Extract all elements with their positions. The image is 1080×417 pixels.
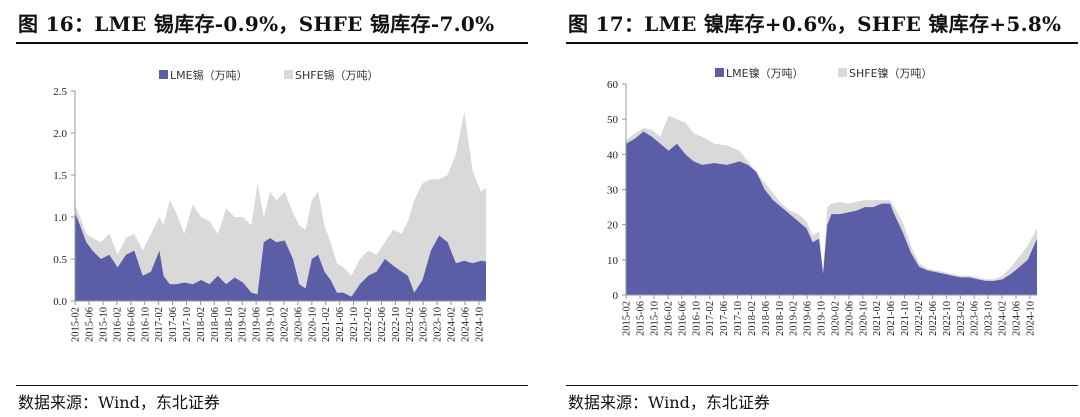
x-tick-label: 2015-06 [85, 307, 96, 342]
x-tick-label: 2022-10 [942, 301, 953, 336]
x-tick-label: 2019-10 [266, 307, 277, 342]
x-tick-label: 2022-06 [377, 307, 388, 342]
x-tick-label: 2020-06 [293, 307, 304, 342]
x-tick-label: 2020-10 [858, 301, 869, 336]
legend-swatch [284, 70, 293, 79]
x-tick-label: 2024-02 [447, 307, 458, 342]
x-tick-label: 2020-02 [830, 301, 841, 336]
x-tick-label: 2019-06 [803, 301, 814, 336]
source-note: 数据来源：Wind，东北证券 [18, 393, 220, 412]
x-tick-label: 2021-02 [321, 307, 332, 342]
chart-panel-tin: 图 16：LME 锡库存-0.9%，SHFE 锡库存-7.0% 0.0 0.5 1.… [0, 0, 530, 417]
x-tick-label: 2021-06 [886, 301, 897, 336]
x-tick-label: 2024-06 [1011, 301, 1022, 336]
legend-label: LME锡（万吨） [170, 68, 248, 82]
x-tick-label: 2023-02 [405, 307, 416, 342]
x-tick-label: 2022-02 [363, 307, 374, 342]
x-tick-label: 2016-02 [663, 301, 674, 336]
y-tick-label: 0 [613, 290, 619, 302]
source-note: 数据来源：Wind，东北证券 [568, 393, 770, 412]
x-tick-label: 2015-06 [636, 301, 647, 336]
lme-area [626, 131, 1037, 295]
x-tick-label: 2015-10 [98, 307, 109, 342]
y-tick-label: 60 [607, 79, 619, 91]
legend-swatch [838, 68, 847, 77]
source-rule [566, 385, 1078, 386]
legend-label: LME镍（万吨） [726, 66, 804, 80]
y-tick-label: 30 [607, 185, 619, 197]
x-tick-label: 2015-10 [649, 301, 660, 336]
y-tick-label: 20 [607, 220, 619, 232]
x-tick-label: 2019-02 [789, 301, 800, 336]
y-tick-label: 2.0 [53, 128, 67, 140]
x-tick-label: 2018-02 [196, 307, 207, 342]
x-tick-label: 2018-10 [775, 301, 786, 336]
y-tick-label: 0.0 [53, 296, 67, 308]
lme-area [75, 212, 486, 301]
x-tick-label: 2018-06 [761, 301, 772, 336]
x-tick-label: 2020-02 [279, 307, 290, 342]
x-tick-label: 2015-02 [622, 301, 633, 336]
x-tick-label: 2020-10 [307, 307, 318, 342]
x-tick-label: 2016-02 [112, 307, 123, 342]
x-tick-label: 2017-02 [154, 307, 165, 342]
x-tick-label: 2022-10 [391, 307, 402, 342]
x-tick-label: 2021-06 [335, 307, 346, 342]
chart-title: 图 16：LME 锡库存-0.9%，SHFE 锡库存-7.0% [18, 12, 495, 36]
chart-panel-nickel: 图 17：LME 镍库存+0.6%，SHFE 镍库存+5.8% 0 10 20 30 4… [550, 0, 1080, 417]
shfe-area [75, 112, 486, 301]
y-tick-label: 0.5 [53, 254, 67, 266]
x-tick-label: 2016-10 [691, 301, 702, 336]
x-tick-label: 2021-10 [349, 307, 360, 342]
x-tick-label: 2024-06 [460, 307, 471, 342]
legend-swatch [159, 70, 168, 79]
x-tick-label: 2020-06 [844, 301, 855, 336]
x-tick-label: 2019-06 [252, 307, 263, 342]
source-rule [16, 385, 528, 386]
x-tick-label: 2024-10 [1025, 301, 1036, 336]
x-tick-label: 2021-02 [872, 301, 883, 336]
x-tick-label: 2024-10 [474, 307, 485, 342]
x-tick-label: 2018-10 [224, 307, 235, 342]
x-tick-label: 2016-06 [126, 307, 137, 342]
x-tick-label: 2017-06 [168, 307, 179, 342]
x-tick-label: 2023-10 [433, 307, 444, 342]
x-tick-label: 2017-02 [705, 301, 716, 336]
x-tick-label: 2019-10 [817, 301, 828, 336]
x-tick-label: 2016-06 [677, 301, 688, 336]
y-tick-label: 1.5 [53, 170, 67, 182]
x-tick-label: 2023-06 [419, 307, 430, 342]
x-tick-label: 2022-06 [928, 301, 939, 336]
x-tick-label: 2019-02 [238, 307, 249, 342]
chart-title: 图 17：LME 镍库存+0.6%，SHFE 镍库存+5.8% [568, 12, 1062, 36]
title-rule [16, 42, 528, 44]
legend-swatch [715, 68, 724, 77]
y-tick-label: 50 [607, 114, 619, 126]
x-tick-label: 2016-10 [140, 307, 151, 342]
y-tick-label: 10 [607, 255, 619, 267]
x-tick-label: 2017-06 [719, 301, 730, 336]
x-tick-label: 2015-02 [71, 307, 82, 342]
x-tick-label: 2022-02 [914, 301, 925, 336]
x-tick-label: 2023-02 [956, 301, 967, 336]
x-tick-label: 2024-02 [998, 301, 1009, 336]
y-tick-label: 2.5 [53, 86, 67, 98]
legend-label: SHFE镍（万吨） [849, 66, 933, 80]
x-tick-label: 2021-10 [900, 301, 911, 336]
x-tick-label: 2017-10 [733, 301, 744, 336]
legend-label: SHFE锡（万吨） [295, 68, 379, 82]
x-tick-label: 2018-02 [747, 301, 758, 336]
x-tick-label: 2018-06 [210, 307, 221, 342]
title-rule [566, 42, 1078, 44]
x-tick-label: 2023-06 [970, 301, 981, 336]
y-tick-label: 40 [607, 149, 619, 161]
x-tick-label: 2023-10 [984, 301, 995, 336]
y-tick-label: 1.0 [53, 212, 67, 224]
x-tick-label: 2017-10 [182, 307, 193, 342]
